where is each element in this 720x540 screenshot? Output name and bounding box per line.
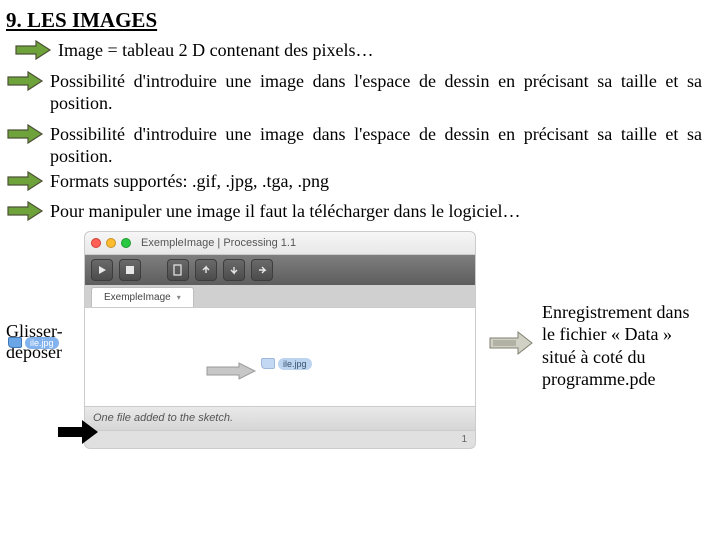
- arrow-bullet-icon: [6, 200, 50, 222]
- tab-label: ExempleImage: [104, 292, 171, 303]
- tab-sketch[interactable]: ExempleImage ▾: [91, 287, 194, 307]
- footer-bar: 1: [84, 431, 476, 449]
- result-arrow-icon: [488, 330, 534, 361]
- arrow-bullet-icon: [14, 39, 58, 61]
- stop-button[interactable]: [119, 259, 141, 281]
- window-title: ExempleImage | Processing 1.1: [141, 237, 296, 249]
- section-heading: 9. LES IMAGES: [6, 8, 702, 33]
- close-dot-icon: [91, 238, 101, 248]
- file-icon: [261, 358, 275, 369]
- new-button[interactable]: [167, 259, 189, 281]
- right-text: Enregistrement dans le fichier « Data » …: [542, 301, 698, 391]
- status-text: One file added to the sketch.: [93, 412, 233, 424]
- save-button[interactable]: [223, 259, 245, 281]
- bullet-3: Possibilité d'introduire une image dans …: [6, 123, 702, 168]
- bullet-1: Image = tableau 2 D contenant des pixels…: [14, 39, 702, 62]
- traffic-lights: [91, 238, 131, 248]
- figure-area: Glisser-déposer ExempleImage | Processin…: [6, 231, 702, 449]
- right-column: Enregistrement dans le fichier « Data » …: [488, 301, 698, 391]
- toolbar: [84, 255, 476, 285]
- minimize-dot-icon: [106, 238, 116, 248]
- bullet-text: Possibilité d'introduire une image dans …: [50, 70, 702, 115]
- file-label: ile.jpg: [25, 337, 59, 349]
- pointer-arrow-icon: [56, 419, 100, 450]
- file-chip-source: ile.jpg: [8, 337, 59, 349]
- drag-arrow-icon: [205, 362, 257, 385]
- bullet-5: Pour manipuler une image il faut la télé…: [6, 200, 702, 223]
- screenshot-mock: ExempleImage | Processing 1.1: [84, 231, 476, 449]
- bullet-2: Possibilité d'introduire une image dans …: [6, 70, 702, 115]
- status-bar: One file added to the sketch.: [84, 407, 476, 431]
- tab-strip: ExempleImage ▾: [84, 285, 476, 307]
- bullet-text: Formats supportés: .gif, .jpg, .tga, .pn…: [50, 170, 702, 193]
- line-number: 1: [461, 434, 467, 445]
- tab-menu-icon: ▾: [177, 293, 181, 302]
- bullet-4: Formats supportés: .gif, .jpg, .tga, .pn…: [6, 170, 702, 193]
- arrow-bullet-icon: [6, 70, 50, 92]
- code-editor[interactable]: ile.jpg: [84, 307, 476, 407]
- bullet-text: Pour manipuler une image il faut la télé…: [50, 200, 702, 223]
- arrow-bullet-icon: [6, 123, 50, 145]
- run-button[interactable]: [91, 259, 113, 281]
- file-label: ile.jpg: [278, 358, 312, 370]
- bullet-text: Possibilité d'introduire une image dans …: [50, 123, 702, 168]
- bullet-text: Image = tableau 2 D contenant des pixels…: [58, 39, 702, 62]
- file-icon: [8, 337, 22, 348]
- export-button[interactable]: [251, 259, 273, 281]
- file-chip-editor: ile.jpg: [261, 358, 312, 370]
- open-button[interactable]: [195, 259, 217, 281]
- arrow-bullet-icon: [6, 170, 50, 192]
- zoom-dot-icon: [121, 238, 131, 248]
- window-titlebar: ExempleImage | Processing 1.1: [84, 231, 476, 255]
